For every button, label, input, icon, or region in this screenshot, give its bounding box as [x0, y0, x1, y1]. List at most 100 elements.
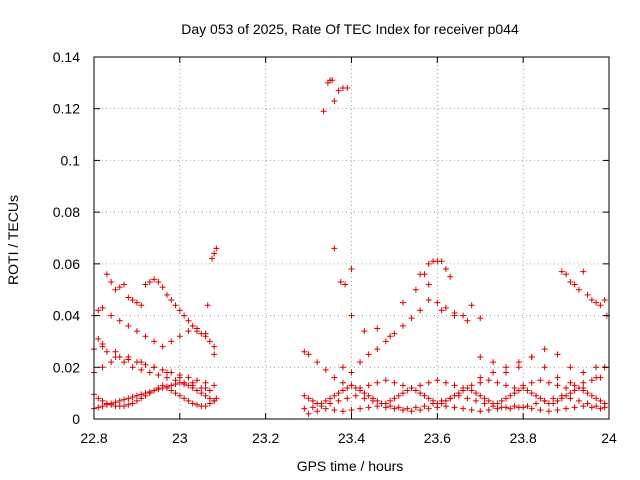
data-point [209, 255, 216, 262]
data-point [400, 406, 406, 413]
data-point [417, 390, 424, 397]
data-point [533, 400, 540, 407]
data-point [176, 307, 183, 314]
data-point [588, 392, 595, 399]
data-point [455, 392, 462, 399]
data-point [567, 278, 574, 285]
x-axis-title: GPS time / hours [297, 458, 404, 474]
data-point [438, 397, 445, 404]
data-point [425, 395, 432, 402]
data-point [533, 392, 540, 399]
data-point [357, 405, 364, 412]
data-point [481, 395, 488, 402]
data-point [133, 299, 140, 306]
y-tick-label: 0.02 [53, 359, 80, 375]
data-points [91, 77, 610, 417]
data-point [361, 328, 368, 335]
data-point [211, 250, 218, 257]
data-point [425, 281, 432, 288]
data-point [571, 382, 578, 389]
data-point [194, 377, 200, 384]
data-point [133, 397, 140, 404]
data-point [99, 304, 106, 311]
data-point [417, 382, 424, 389]
x-tick-label: 23.8 [510, 430, 537, 446]
data-point [155, 386, 162, 393]
data-point [593, 299, 600, 306]
data-point [151, 387, 158, 394]
data-point [580, 384, 587, 391]
data-point [468, 382, 475, 389]
data-point [400, 390, 406, 397]
data-point [468, 302, 475, 309]
data-point [550, 395, 557, 402]
data-point [172, 377, 179, 384]
data-point [601, 297, 608, 304]
data-point [108, 359, 115, 366]
data-point [331, 392, 338, 399]
data-point [537, 406, 544, 413]
data-point [204, 302, 211, 309]
data-point [404, 405, 411, 412]
data-point [202, 403, 209, 410]
data-point [189, 400, 196, 407]
data-point [129, 400, 136, 407]
data-point [365, 392, 372, 399]
data-point [108, 400, 115, 407]
data-point [558, 392, 565, 399]
data-point [305, 351, 312, 358]
data-point [442, 266, 449, 273]
data-point [103, 401, 110, 408]
data-point [558, 268, 565, 275]
data-point [597, 302, 604, 309]
data-point [206, 400, 213, 407]
data-point [571, 387, 578, 394]
data-point [339, 379, 346, 386]
data-point [168, 387, 175, 394]
data-point [477, 315, 484, 322]
data-point [121, 403, 128, 410]
data-point [575, 397, 582, 404]
data-point [584, 390, 591, 397]
data-point [112, 353, 119, 360]
data-point [198, 390, 205, 397]
data-point [163, 291, 170, 298]
data-point [490, 359, 497, 366]
data-point [468, 387, 475, 394]
data-point [155, 278, 162, 285]
data-point [477, 353, 484, 360]
y-tick-label: 0.08 [53, 204, 80, 220]
data-point [138, 359, 145, 366]
data-point [301, 348, 308, 355]
data-point [99, 364, 106, 371]
y-tick-labels: 0 0.02 0.04 0.06 0.08 0.1 0.12 0.14 [53, 49, 80, 427]
data-point [206, 387, 213, 394]
data-point [588, 377, 595, 384]
data-point [494, 405, 501, 412]
data-point [194, 325, 200, 332]
data-point [357, 384, 364, 391]
data-point [460, 312, 467, 319]
data-point [206, 338, 213, 345]
data-point [425, 405, 432, 412]
data-point [181, 312, 188, 319]
data-point [121, 359, 128, 366]
data-point [391, 395, 398, 402]
data-point [151, 338, 158, 345]
data-point [374, 403, 381, 410]
data-point [327, 395, 334, 402]
data-point [357, 359, 364, 366]
data-point [387, 397, 394, 404]
data-point [322, 366, 329, 373]
data-point [400, 322, 406, 329]
data-point [485, 406, 492, 413]
data-point [133, 392, 140, 399]
data-point [430, 400, 437, 407]
data-point [108, 278, 115, 285]
data-point [391, 405, 398, 412]
data-point [588, 297, 595, 304]
data-point [301, 405, 308, 412]
data-point [95, 395, 102, 402]
data-point [112, 399, 119, 406]
